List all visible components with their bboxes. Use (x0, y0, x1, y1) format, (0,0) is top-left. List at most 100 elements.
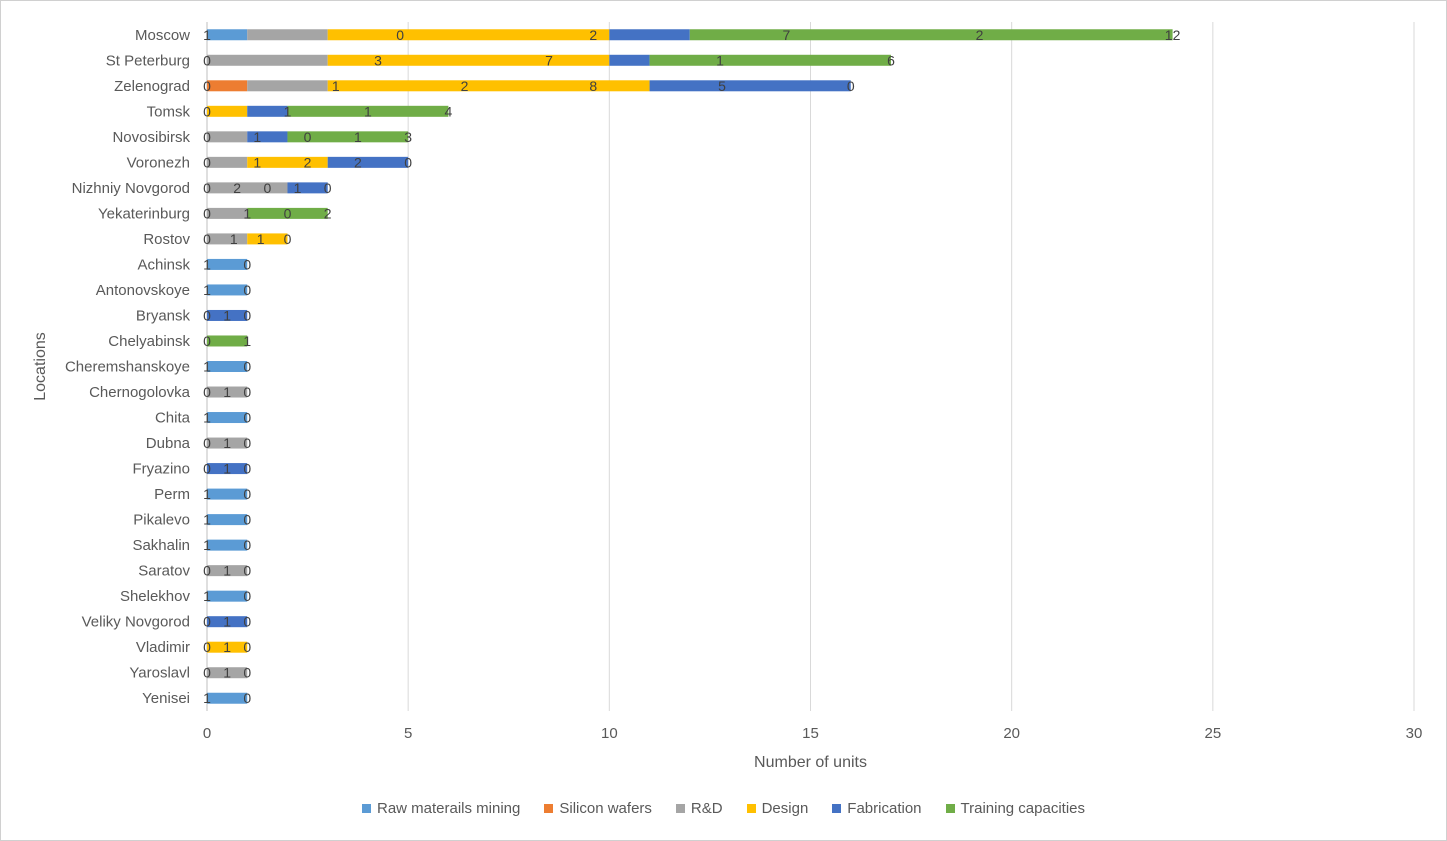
category-label: Perm (154, 486, 190, 503)
legend-swatch (361, 804, 371, 813)
bar-segment (287, 105, 449, 117)
data-label: 1 (284, 103, 292, 119)
data-label: 1 (203, 359, 211, 375)
data-label: 6 (887, 52, 895, 68)
data-label: 2 (304, 154, 312, 170)
legend-swatch (544, 804, 554, 813)
bar-segment (287, 182, 328, 194)
bar-segment (327, 29, 610, 41)
data-label: 4 (445, 103, 453, 119)
bar-segment (207, 182, 288, 194)
legend-item: Raw materails mining (361, 800, 520, 817)
bar-segment (609, 29, 690, 41)
data-label: 1 (223, 384, 231, 400)
data-label: 0 (324, 180, 332, 196)
legend: Raw materails mining Silicon wafers R&D Des… (0, 800, 1447, 817)
category-label: Antonovskoye (96, 282, 190, 299)
legend-item: Fabrication (832, 800, 922, 817)
bar-segment (207, 616, 248, 628)
data-label: 1 (223, 307, 231, 323)
data-label: 1 (203, 256, 211, 272)
legend-label: Training capacities (960, 800, 1086, 817)
category-label: Fryazino (132, 461, 190, 478)
legend-item: Silicon wafers (544, 800, 652, 817)
data-label: 0 (243, 435, 251, 451)
category-label: Cheremshanskoye (65, 359, 190, 376)
category-label: Novosibirsk (112, 129, 190, 146)
bar-segment (287, 131, 409, 143)
data-label: 7 (782, 27, 790, 43)
bar-segment (207, 80, 248, 92)
bar-segment (207, 386, 248, 398)
category-label: Yenisei (142, 690, 190, 707)
data-label: 1 (203, 588, 211, 604)
data-label: 1 (223, 639, 231, 655)
data-label: 1 (223, 435, 231, 451)
data-label: 0 (243, 665, 251, 681)
data-label: 0 (284, 231, 292, 247)
x-tick-labels: 0 5 10 15 20 25 30 (203, 725, 1423, 742)
bar-segment (327, 156, 409, 168)
category-label: Vladimir (136, 639, 190, 656)
bar-segment (207, 565, 248, 577)
bar-segment (247, 207, 328, 219)
bar-segment (207, 233, 248, 245)
data-labels: 1 0 2 7 2 120 3 7 1 60 1 2 8 5 00 1 1 40 1 0 1 30 1 2 2 00 2 0 1 00 1 0… (203, 27, 1180, 706)
data-label: 0 (203, 205, 211, 221)
data-label: 7 (545, 52, 553, 68)
legend-label: Design (761, 800, 809, 817)
bar-segment (327, 54, 610, 66)
bar-segment (207, 131, 248, 143)
data-label: 0 (243, 307, 251, 323)
data-label: 1 (203, 486, 211, 502)
data-label: 1 (223, 461, 231, 477)
data-label: 0 (243, 461, 251, 477)
bar-segment (207, 692, 248, 704)
data-label: 0 (203, 103, 211, 119)
bar-segment (247, 156, 328, 168)
data-label: 0 (243, 690, 251, 706)
data-label: 1 (203, 512, 211, 528)
data-label: 0 (243, 410, 251, 426)
bar-segment (247, 233, 288, 245)
data-label: 0 (243, 563, 251, 579)
legend-item: Design (746, 800, 809, 817)
x-axis-title: Number of units (754, 754, 867, 771)
category-label: Nizhniy Novgorod (72, 180, 190, 197)
data-label: 0 (203, 307, 211, 323)
category-label: St Peterburg (106, 52, 190, 69)
category-label: Bryansk (136, 307, 191, 324)
data-label: 8 (589, 78, 597, 94)
data-label: 0 (243, 486, 251, 502)
data-label: 0 (243, 256, 251, 272)
data-label: 0 (203, 180, 211, 196)
data-label: 0 (203, 461, 211, 477)
bar-segment (207, 590, 248, 602)
data-label: 1 (332, 78, 340, 94)
bars (207, 29, 1173, 704)
category-label: Sakhalin (132, 537, 190, 554)
data-label: 0 (203, 52, 211, 68)
data-label: 0 (203, 614, 211, 630)
x-tick-label: 30 (1406, 725, 1423, 742)
x-tick-label: 25 (1204, 725, 1221, 742)
data-label: 2 (354, 154, 362, 170)
data-label: 0 (243, 359, 251, 375)
data-label: 1 (243, 205, 251, 221)
data-label: 0 (203, 563, 211, 579)
data-label: 1 (257, 231, 265, 247)
data-label: 1 (203, 537, 211, 553)
data-label: 0 (203, 154, 211, 170)
bar-segment (207, 514, 248, 526)
category-label: Voronezh (127, 154, 190, 171)
category-label: Pikalevo (133, 512, 190, 529)
category-label: Veliky Novgorod (82, 614, 190, 631)
data-label: 2 (461, 78, 469, 94)
data-label: 0 (243, 639, 251, 655)
x-tick-label: 0 (203, 725, 211, 742)
data-label: 1 (230, 231, 238, 247)
y-axis-title: Locations (32, 332, 49, 401)
category-label: Chernogolovka (89, 384, 191, 401)
x-tick-label: 15 (802, 725, 819, 742)
data-label: 0 (404, 154, 412, 170)
